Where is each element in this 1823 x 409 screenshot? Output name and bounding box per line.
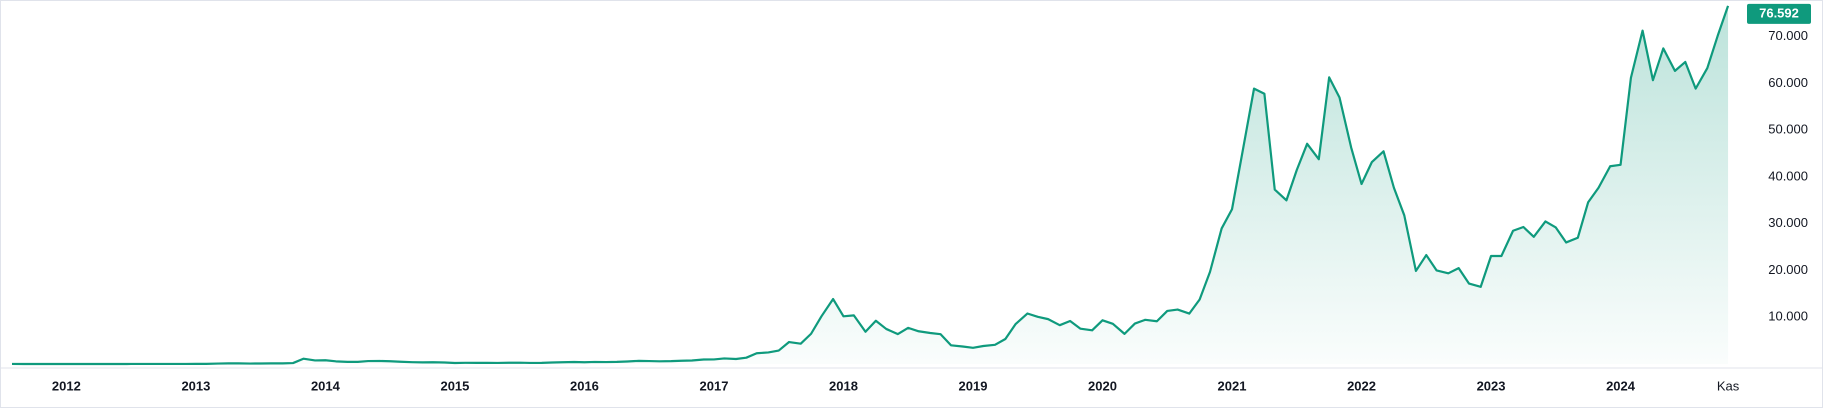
y-tick-label: 20.000: [1768, 262, 1808, 277]
x-tick-label: 2023: [1477, 378, 1506, 393]
y-tick-label: 40.000: [1768, 168, 1808, 183]
x-tick-label: 2024: [1606, 378, 1636, 393]
area-fill: [12, 5, 1729, 364]
y-tick-label: 70.000: [1768, 28, 1808, 43]
y-tick-label: 10.000: [1768, 309, 1808, 324]
price-label: 76.592: [1759, 5, 1799, 20]
y-tick-label: 30.000: [1768, 215, 1808, 230]
price-line: [11, 5, 1730, 366]
x-tick-label: 2014: [311, 378, 341, 393]
x-tick-label: 2013: [181, 378, 210, 393]
x-tick-label: 2012: [52, 378, 81, 393]
x-tick-label: 2020: [1088, 378, 1117, 393]
x-tick-label: Kas: [1717, 378, 1740, 393]
x-tick-label: 2016: [570, 378, 599, 393]
x-tick-label: 2017: [700, 378, 729, 393]
price-label-box: [1747, 3, 1811, 24]
x-tick-label: 2015: [440, 378, 469, 393]
x-tick-label: 2021: [1218, 378, 1247, 393]
y-tick-label: 60.000: [1768, 75, 1808, 90]
x-tick-label: 2022: [1347, 378, 1376, 393]
x-tick-label: 2019: [959, 378, 988, 393]
y-tick-label: 50.000: [1768, 122, 1808, 137]
x-tick-label: 2018: [829, 378, 858, 393]
